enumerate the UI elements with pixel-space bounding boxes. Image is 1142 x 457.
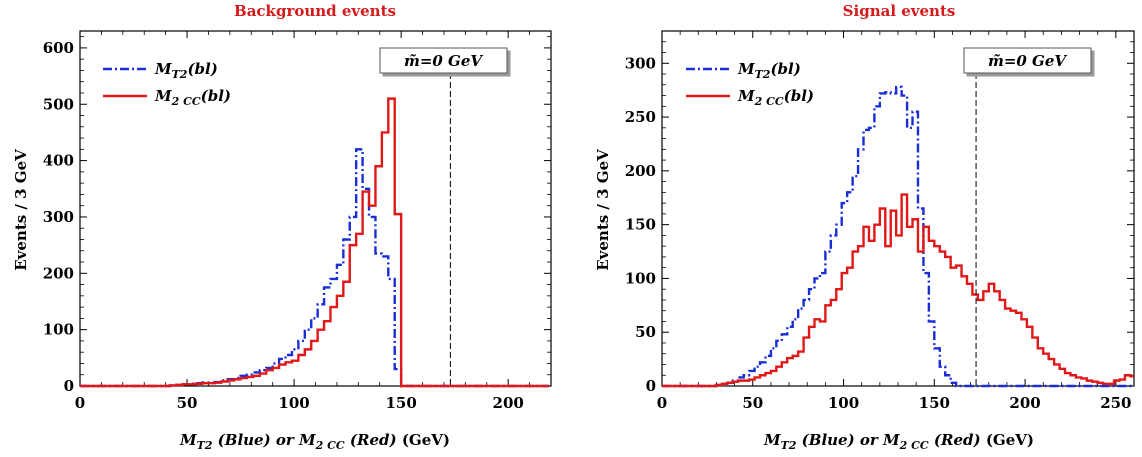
y-tick-label: 400 bbox=[43, 152, 74, 170]
axis-ticks: 0 50 100 150 200 250 0 50 100 150 200 250 300 bbox=[625, 30, 1135, 412]
series-mt2-line bbox=[80, 148, 549, 388]
y-tick-label: 50 bbox=[635, 323, 656, 341]
legend-label-mt2: MT2(bl) bbox=[737, 60, 801, 81]
y-axis-label: Events / 3 GeV bbox=[12, 149, 30, 271]
y-tick-label: 100 bbox=[625, 269, 656, 287]
x-tick-label: 0 bbox=[657, 394, 667, 412]
x-tick-label: 0 bbox=[75, 394, 85, 412]
y-tick-label: 250 bbox=[625, 108, 656, 126]
y-tick-label: 500 bbox=[43, 95, 74, 113]
x-tick-label: 50 bbox=[742, 394, 763, 412]
legend: MT2(bl) M2 CC(bl) bbox=[686, 60, 814, 108]
annotation-text: m̃=0 GeV bbox=[404, 52, 483, 70]
y-tick-label: 600 bbox=[43, 39, 74, 57]
background-events-panel: Background events 0 50 100 150 200 0 100 200 300… bbox=[12, 2, 552, 452]
y-tick-label: 150 bbox=[625, 216, 656, 234]
legend: MT2(bl) M2 CC(bl) bbox=[103, 60, 231, 108]
x-tick-label: 200 bbox=[1009, 394, 1040, 412]
chart-title: Background events bbox=[234, 2, 396, 20]
x-tick-label: 250 bbox=[1100, 394, 1131, 412]
series-m2cc-line bbox=[80, 97, 549, 388]
y-tick-label: 200 bbox=[43, 264, 74, 282]
annotation-text: m̃=0 GeV bbox=[988, 52, 1067, 70]
series-m2cc-line bbox=[662, 193, 1134, 388]
x-tick-label: 200 bbox=[493, 394, 524, 412]
y-tick-label: 0 bbox=[64, 377, 74, 395]
y-tick-label: 300 bbox=[43, 208, 74, 226]
legend-label-m2cc: M2 CC(bl) bbox=[737, 87, 814, 108]
x-tick-label: 150 bbox=[919, 394, 950, 412]
y-tick-label: 200 bbox=[625, 162, 656, 180]
y-tick-label: 300 bbox=[625, 54, 656, 72]
histogram-series bbox=[80, 97, 549, 388]
plot-frame bbox=[79, 30, 552, 387]
series-mt2-line bbox=[662, 85, 1134, 388]
plot-frame bbox=[661, 30, 1135, 387]
x-axis-label: MT2 (Blue) or M2 CC (Red) (GeV) bbox=[179, 431, 450, 452]
chart-title: Signal events bbox=[843, 2, 956, 20]
annotation-box: m̃=0 GeV bbox=[379, 47, 508, 74]
y-tick-label: 100 bbox=[43, 321, 74, 339]
axis-ticks: 0 50 100 150 200 0 100 200 300 400 500 600 bbox=[43, 31, 552, 412]
x-axis-label: MT2 (Blue) or M2 CC (Red) (GeV) bbox=[763, 431, 1034, 452]
legend-label-m2cc: M2 CC(bl) bbox=[154, 87, 231, 108]
signal-events-panel: Signal events 0 50 100 150 200 250 0 50 100 150 20… bbox=[594, 2, 1135, 452]
x-tick-label: 100 bbox=[828, 394, 859, 412]
x-tick-label: 50 bbox=[177, 394, 198, 412]
histogram-series bbox=[662, 85, 1134, 388]
annotation-box: m̃=0 GeV bbox=[963, 47, 1092, 74]
y-tick-label: 0 bbox=[646, 377, 656, 395]
x-tick-label: 100 bbox=[278, 394, 309, 412]
y-axis-label: Events / 3 GeV bbox=[594, 149, 612, 271]
legend-label-mt2: MT2(bl) bbox=[154, 60, 218, 81]
x-tick-label: 150 bbox=[385, 394, 416, 412]
